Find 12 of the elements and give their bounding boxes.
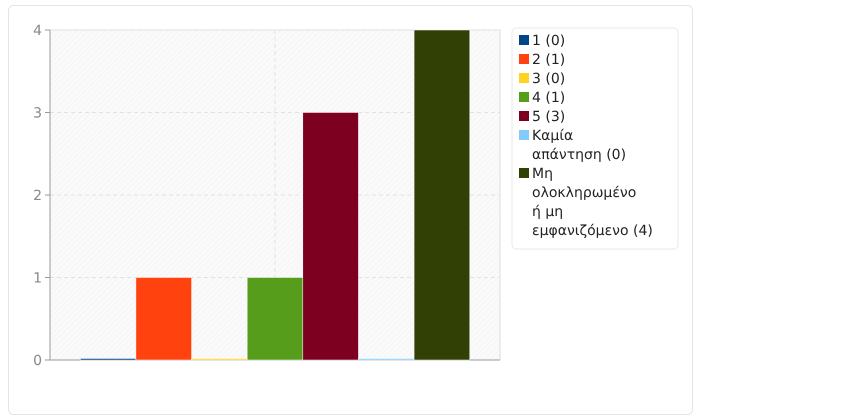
legend-label: Μη ολοκληρωμένο ή μη εμφανιζόμενο (4) [532, 166, 653, 239]
legend-label: 4 (1) [532, 90, 566, 106]
legend-label: 2 (1) [532, 52, 566, 68]
legend-label: Καμία απάντηση (0) [532, 128, 626, 163]
y-tick-label: 3 [33, 105, 42, 122]
legend-label: 1 (0) [532, 33, 566, 49]
legend-label: 5 (3) [532, 109, 566, 125]
y-tick-label: 1 [33, 270, 42, 286]
y-tick-label: 0 [33, 352, 42, 369]
legend-label: 3 (0) [532, 71, 566, 87]
y-tick-label: 2 [33, 188, 42, 204]
y-tick-label: 4 [33, 22, 42, 39]
